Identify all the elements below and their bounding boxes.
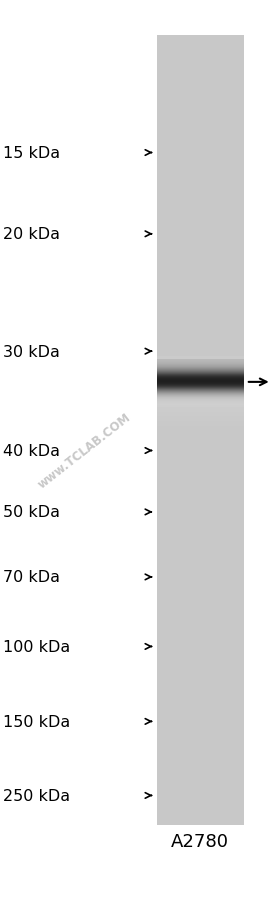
Text: 40 kDa: 40 kDa: [3, 444, 60, 458]
Text: 50 kDa: 50 kDa: [3, 505, 60, 520]
Text: 250 kDa: 250 kDa: [3, 788, 70, 803]
Text: A2780: A2780: [171, 832, 229, 850]
Bar: [157, 36, 244, 825]
Text: 150 kDa: 150 kDa: [3, 714, 70, 729]
Text: www.TCLAB.COM: www.TCLAB.COM: [35, 410, 133, 492]
Text: 15 kDa: 15 kDa: [3, 146, 60, 161]
Text: 30 kDa: 30 kDa: [3, 345, 60, 359]
Text: 100 kDa: 100 kDa: [3, 640, 70, 654]
Text: 20 kDa: 20 kDa: [3, 227, 60, 242]
Text: 70 kDa: 70 kDa: [3, 570, 60, 584]
